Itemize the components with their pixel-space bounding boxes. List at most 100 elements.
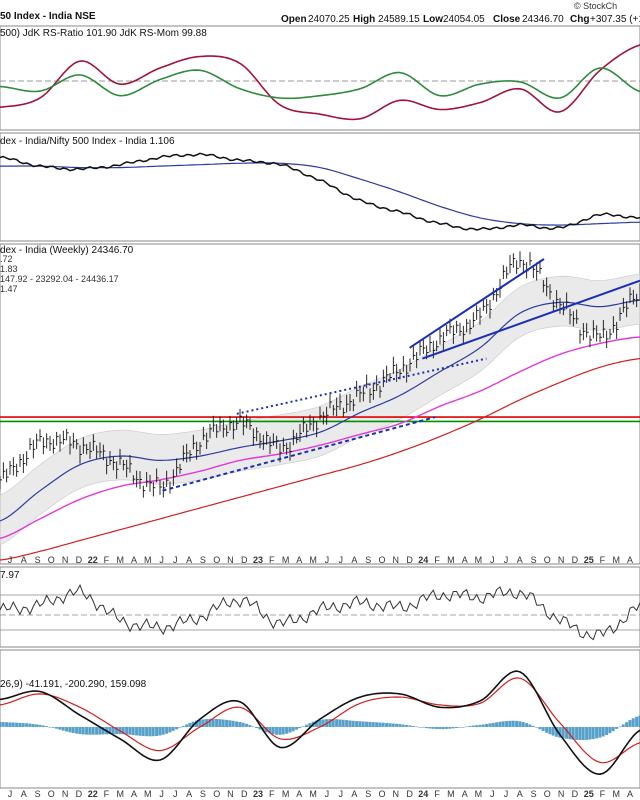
bottom-x-tick-label: J	[8, 789, 13, 799]
macd-histogram-bar	[308, 723, 312, 727]
bottom-x-tick-label: F	[434, 789, 440, 799]
price-x-tick-label: M	[447, 555, 455, 565]
macd-histogram-bar	[298, 727, 302, 729]
macd-histogram-bar	[548, 727, 552, 735]
open-label: Open	[281, 14, 307, 25]
macd-histogram-bar	[541, 727, 545, 731]
bottom-x-tick-label: D	[241, 789, 248, 799]
macd-histogram-bar	[138, 727, 142, 736]
macd-histogram-bar	[481, 724, 485, 727]
macd-histogram-bar	[75, 727, 79, 734]
macd-histogram-bar	[598, 727, 602, 738]
rs-mom-line	[0, 67, 640, 100]
macd-histogram-bar	[18, 722, 22, 727]
macd-histogram-bar	[331, 719, 335, 727]
macd-histogram-bar	[165, 727, 169, 734]
macd-histogram-bar	[68, 727, 72, 733]
macd-histogram-bar	[135, 727, 139, 736]
bottom-x-tick-label: M	[116, 789, 124, 799]
macd-histogram-bar	[588, 727, 592, 740]
macd-histogram-bar	[315, 720, 319, 727]
price-x-tick-label: A	[627, 555, 633, 565]
price-x-tick-label: S	[365, 555, 371, 565]
bottom-x-tick-label: 22	[88, 789, 98, 799]
macd-histogram-bar	[611, 727, 615, 732]
macd-histogram-bar	[478, 724, 482, 727]
macd-histogram-bar	[131, 727, 135, 736]
price-x-tick-label: N	[227, 555, 234, 565]
price-x-tick-label: 24	[418, 555, 428, 565]
price-x-tick-label: O	[378, 555, 385, 565]
macd-histogram-bar	[531, 725, 535, 727]
macd-histogram-bar	[288, 727, 292, 733]
bottom-x-tick-label: S	[531, 789, 537, 799]
macd-histogram-bar	[425, 727, 429, 729]
macd-histogram-bar	[28, 723, 32, 727]
macd-panel: 26,9) -41.191, -200.290, 159.098	[0, 649, 640, 789]
bottom-x-tick-label: J	[490, 789, 495, 799]
macd-histogram-bar	[335, 719, 339, 727]
price-x-tick-label: M	[282, 555, 290, 565]
macd-histogram-bar	[428, 727, 432, 729]
rrg-legend: 500) JdK RS-Ratio 101.90 JdK RS-Mom 99.8…	[0, 28, 207, 39]
bottom-x-tick-label: S	[365, 789, 371, 799]
bottom-x-tick-label: O	[213, 789, 220, 799]
trendline-dashed-lower	[162, 416, 436, 492]
macd-histogram-bar	[8, 722, 12, 727]
price-x-tick-label: N	[62, 555, 69, 565]
relative-ratio-line	[0, 152, 640, 231]
macd-histogram-bar	[371, 722, 375, 727]
bottom-x-tick-label: A	[462, 789, 468, 799]
macd-histogram-bar	[321, 719, 325, 727]
macd-histogram-bar	[615, 727, 619, 729]
macd-histogram-bar	[381, 722, 385, 727]
price-x-tick-label: A	[517, 555, 523, 565]
oscillator-legend: 7.97	[0, 570, 20, 581]
macd-histogram-bar	[445, 727, 449, 729]
price-panel: dex - India (Weekly) 24346.70 .72 1.83 1…	[0, 243, 640, 565]
macd-histogram-bar	[385, 723, 389, 727]
price-x-tick-label: S	[531, 555, 537, 565]
bottom-x-tick-label: N	[393, 789, 400, 799]
macd-histogram-bar	[115, 727, 119, 735]
macd-histogram-bar	[558, 727, 562, 738]
legend-ma-pink: 1.47	[0, 284, 18, 294]
bottom-x-tick-label: M	[309, 789, 317, 799]
macd-histogram-bar	[195, 720, 199, 727]
price-x-tick-label: A	[296, 555, 302, 565]
macd-histogram-bar	[245, 723, 249, 727]
relative-legend: dex - India/Nifty 500 Index - India 1.10…	[0, 136, 175, 147]
macd-histogram-bar	[181, 726, 185, 727]
macd-histogram-bar	[258, 727, 262, 730]
macd-histogram-bar	[365, 721, 369, 727]
price-x-tick-label: O	[213, 555, 220, 565]
macd-histogram-bar	[618, 726, 622, 728]
price-x-tick-label: N	[558, 555, 565, 565]
bottom-x-tick-label: J	[159, 789, 164, 799]
macd-histogram-bar	[11, 722, 15, 727]
macd-histogram-bar	[318, 719, 322, 727]
macd-histogram-bar	[461, 727, 465, 728]
macd-histogram-bar	[411, 726, 415, 727]
bottom-x-tick-label: M	[612, 789, 620, 799]
macd-histogram-bar	[345, 720, 349, 727]
macd-histogram-bar	[221, 719, 225, 727]
bottom-x-tick-label: O	[378, 789, 385, 799]
macd-histogram-bar	[91, 727, 95, 735]
macd-histogram-bar	[145, 727, 149, 737]
macd-histogram-bar	[578, 727, 582, 740]
macd-histogram-bar	[591, 727, 595, 740]
price-x-axis: J A S O N D 22 F M A M J J A S O N D 23 F M A M J J A S O N D 24 F M A M J J…	[8, 555, 633, 565]
price-x-tick-label: N	[393, 555, 400, 565]
macd-histogram-bar	[358, 721, 362, 727]
macd-histogram-bar	[581, 727, 585, 740]
macd-histogram-bar	[328, 719, 332, 727]
macd-histogram-bar	[111, 727, 115, 735]
price-x-tick-label: A	[462, 555, 468, 565]
ohlc-readout: Open 24070.25 High 24589.15 Low 24054.05…	[281, 14, 640, 25]
ma-blue-line	[0, 299, 640, 522]
macd-histogram-bar	[201, 719, 205, 727]
macd-histogram-bar	[1, 722, 5, 727]
macd-histogram-bar	[368, 721, 372, 727]
